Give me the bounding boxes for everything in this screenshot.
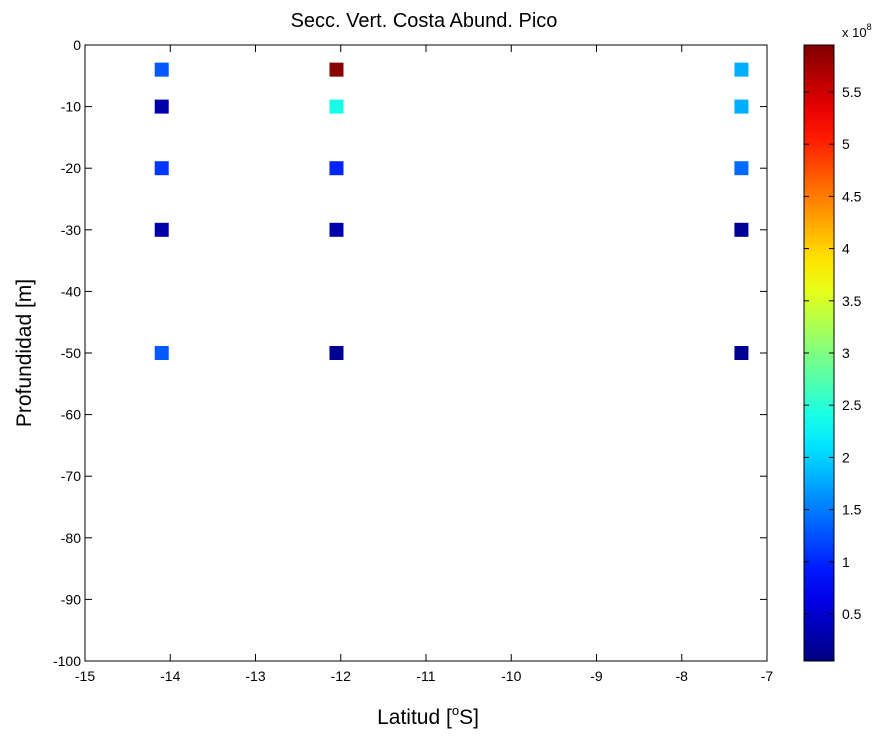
chart-title: Secc. Vert. Costa Abund. Pico bbox=[291, 10, 558, 32]
y-tick-label: 0 bbox=[73, 37, 81, 53]
data-point bbox=[329, 62, 344, 77]
colorbar-tick-label: 2 bbox=[842, 449, 850, 465]
colorbar-tick-label: 4 bbox=[842, 241, 850, 257]
colorbar-tick-label: 0.5 bbox=[842, 606, 862, 622]
data-point bbox=[154, 222, 169, 237]
colorbar-tick-label: 3.5 bbox=[842, 293, 862, 309]
plot-area bbox=[84, 44, 768, 662]
colorbar-tick-label: 4.5 bbox=[842, 188, 862, 204]
x-tick-label: -12 bbox=[331, 668, 351, 684]
y-tick-label: -80 bbox=[61, 530, 81, 546]
colorbar-tick-label: 5 bbox=[842, 136, 850, 152]
x-tick-label: -14 bbox=[160, 668, 180, 684]
y-tick-label: -10 bbox=[61, 99, 81, 115]
data-point bbox=[154, 99, 169, 114]
y-tick-label: -70 bbox=[61, 468, 81, 484]
x-tick-label: -8 bbox=[676, 668, 689, 684]
colorbar-tick-label: 5.5 bbox=[842, 84, 862, 100]
x-axis-title-end: S] bbox=[459, 706, 479, 729]
colorbar-multiplier: x 108 bbox=[842, 22, 872, 40]
x-tick-label: -7 bbox=[761, 668, 774, 684]
y-tick-label: -50 bbox=[61, 345, 81, 361]
data-point bbox=[734, 99, 749, 114]
data-point bbox=[734, 346, 749, 360]
data-point bbox=[329, 346, 344, 360]
colorbar-tick-label: 2.5 bbox=[842, 397, 862, 413]
x-tick-label: -13 bbox=[245, 668, 265, 684]
data-point bbox=[734, 222, 749, 237]
colorbar-multiplier-exponent: 8 bbox=[867, 22, 872, 32]
data-point bbox=[329, 99, 344, 114]
data-point bbox=[154, 346, 169, 360]
y-tick-label: -30 bbox=[61, 222, 81, 238]
x-tick-label: -9 bbox=[590, 668, 603, 684]
data-point bbox=[329, 161, 344, 176]
x-axis: -15 -14 -13 -12 -11 -10 -9 -8 -7 bbox=[75, 45, 774, 684]
y-axis-title: Profundidad [m] bbox=[13, 279, 36, 427]
x-tick-label: -10 bbox=[501, 668, 521, 684]
data-points bbox=[154, 62, 749, 360]
x-axis-title: Latitud [oS] bbox=[377, 703, 479, 729]
colorbar-tick-label: 1.5 bbox=[842, 502, 862, 518]
y-tick-label: -90 bbox=[61, 591, 81, 607]
x-tick-label: -15 bbox=[75, 668, 95, 684]
colorbar-ticks: 0.5 1 1.5 2 2.5 3 3.5 4 4.5 5 5.5 bbox=[804, 84, 862, 622]
y-axis: 0 -10 -20 -30 -40 -50 -60 -70 -80 -90 -100 bbox=[53, 37, 767, 669]
x-axis-title-main: Latitud [ bbox=[377, 706, 452, 729]
data-point bbox=[734, 161, 749, 176]
colorbar-tick-label: 3 bbox=[842, 345, 850, 361]
colorbar: 0.5 1 1.5 2 2.5 3 3.5 4 4.5 5 5.5 x 108 bbox=[803, 22, 872, 662]
y-tick-label: -100 bbox=[53, 653, 81, 669]
y-tick-label: -40 bbox=[61, 283, 81, 299]
data-point bbox=[154, 62, 169, 77]
colorbar-tick-label: 1 bbox=[842, 554, 850, 570]
y-tick-label: -20 bbox=[61, 160, 81, 176]
y-tick-label: -60 bbox=[61, 407, 81, 423]
x-tick-label: -11 bbox=[416, 668, 435, 684]
colorbar-multiplier-base: x 10 bbox=[842, 25, 867, 40]
data-point bbox=[329, 222, 344, 237]
data-point bbox=[734, 62, 749, 77]
x-axis-title-degree: o bbox=[452, 703, 459, 718]
data-point bbox=[154, 161, 169, 176]
